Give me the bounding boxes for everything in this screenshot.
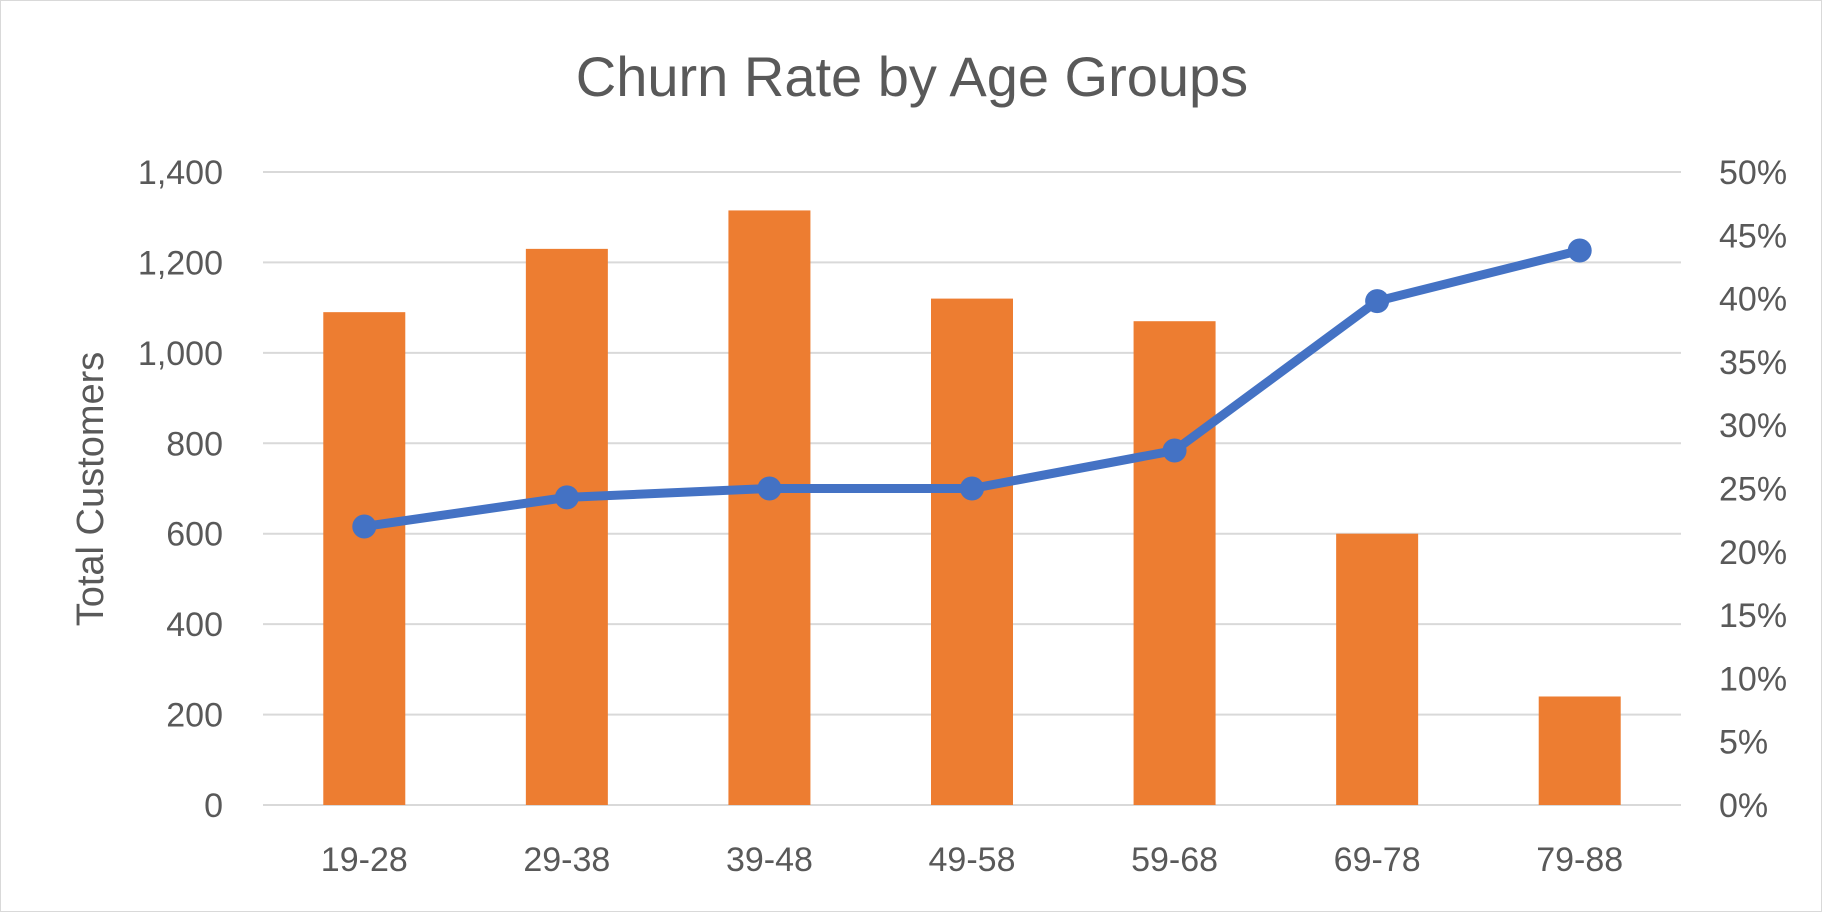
right-axis-tick-label: 35%	[1719, 344, 1787, 382]
bar	[728, 210, 811, 806]
left-axis-tick-label: 0	[204, 787, 223, 825]
x-axis-tick-label: 49-58	[929, 841, 1016, 879]
left-axis-tick-label: 200	[166, 697, 223, 735]
line-point	[1365, 289, 1390, 314]
right-axis-tick-label: 5%	[1719, 724, 1768, 762]
right-axis-tick-label: 45%	[1719, 217, 1787, 255]
y-axis-title: Total Customers	[70, 352, 112, 627]
x-axis-tick-label: 19-28	[321, 841, 408, 879]
left-axis-tick-label: 600	[166, 516, 223, 554]
right-axis-tick-label: 50%	[1719, 154, 1787, 192]
x-axis-ticks: 19-28 29-38 39-48 49-58 59-68 69-78 79-88	[321, 841, 1623, 879]
right-axis-ticks: 0% 5% 10% 15% 20% 25% 30% 35% 40% 45% 50%	[1719, 154, 1787, 825]
left-axis-tick-label: 1,200	[138, 244, 223, 282]
left-axis-ticks: 0 200 400 600 800 1,000 1,200 1,400	[138, 154, 223, 825]
line-point	[960, 476, 984, 501]
x-axis-tick-label: 59-68	[1131, 841, 1218, 879]
bar	[931, 298, 1013, 805]
right-axis-tick-label: 30%	[1719, 407, 1787, 445]
bar	[525, 248, 608, 806]
x-axis-tick-label: 69-78	[1334, 841, 1421, 879]
line-point	[554, 485, 579, 510]
line-point	[757, 476, 782, 501]
bar-series	[323, 210, 1621, 806]
line-point	[1567, 238, 1592, 263]
left-axis-tick-label: 1,400	[138, 154, 223, 192]
chart-title: Churn Rate by Age Groups	[576, 45, 1248, 108]
x-axis-tick-label: 79-88	[1536, 841, 1623, 879]
bar	[1133, 321, 1216, 805]
bar	[1538, 696, 1621, 805]
line-point	[352, 514, 377, 539]
left-axis-tick-label: 400	[166, 606, 223, 644]
x-axis-tick-label: 39-48	[726, 841, 813, 879]
right-axis-tick-label: 15%	[1719, 597, 1787, 635]
right-axis-tick-label: 25%	[1719, 471, 1787, 509]
right-axis-tick-label: 10%	[1719, 660, 1787, 698]
line-point	[1162, 438, 1187, 463]
line-series	[352, 238, 1592, 539]
bar	[1336, 533, 1419, 805]
bar	[323, 312, 406, 805]
x-axis-tick-label: 29-38	[523, 841, 610, 879]
right-axis-tick-label: 0%	[1719, 787, 1768, 825]
left-axis-tick-label: 800	[166, 425, 223, 463]
right-axis-tick-label: 20%	[1719, 534, 1787, 572]
right-axis-tick-label: 40%	[1719, 281, 1787, 319]
left-axis-tick-label: 1,000	[138, 335, 223, 373]
